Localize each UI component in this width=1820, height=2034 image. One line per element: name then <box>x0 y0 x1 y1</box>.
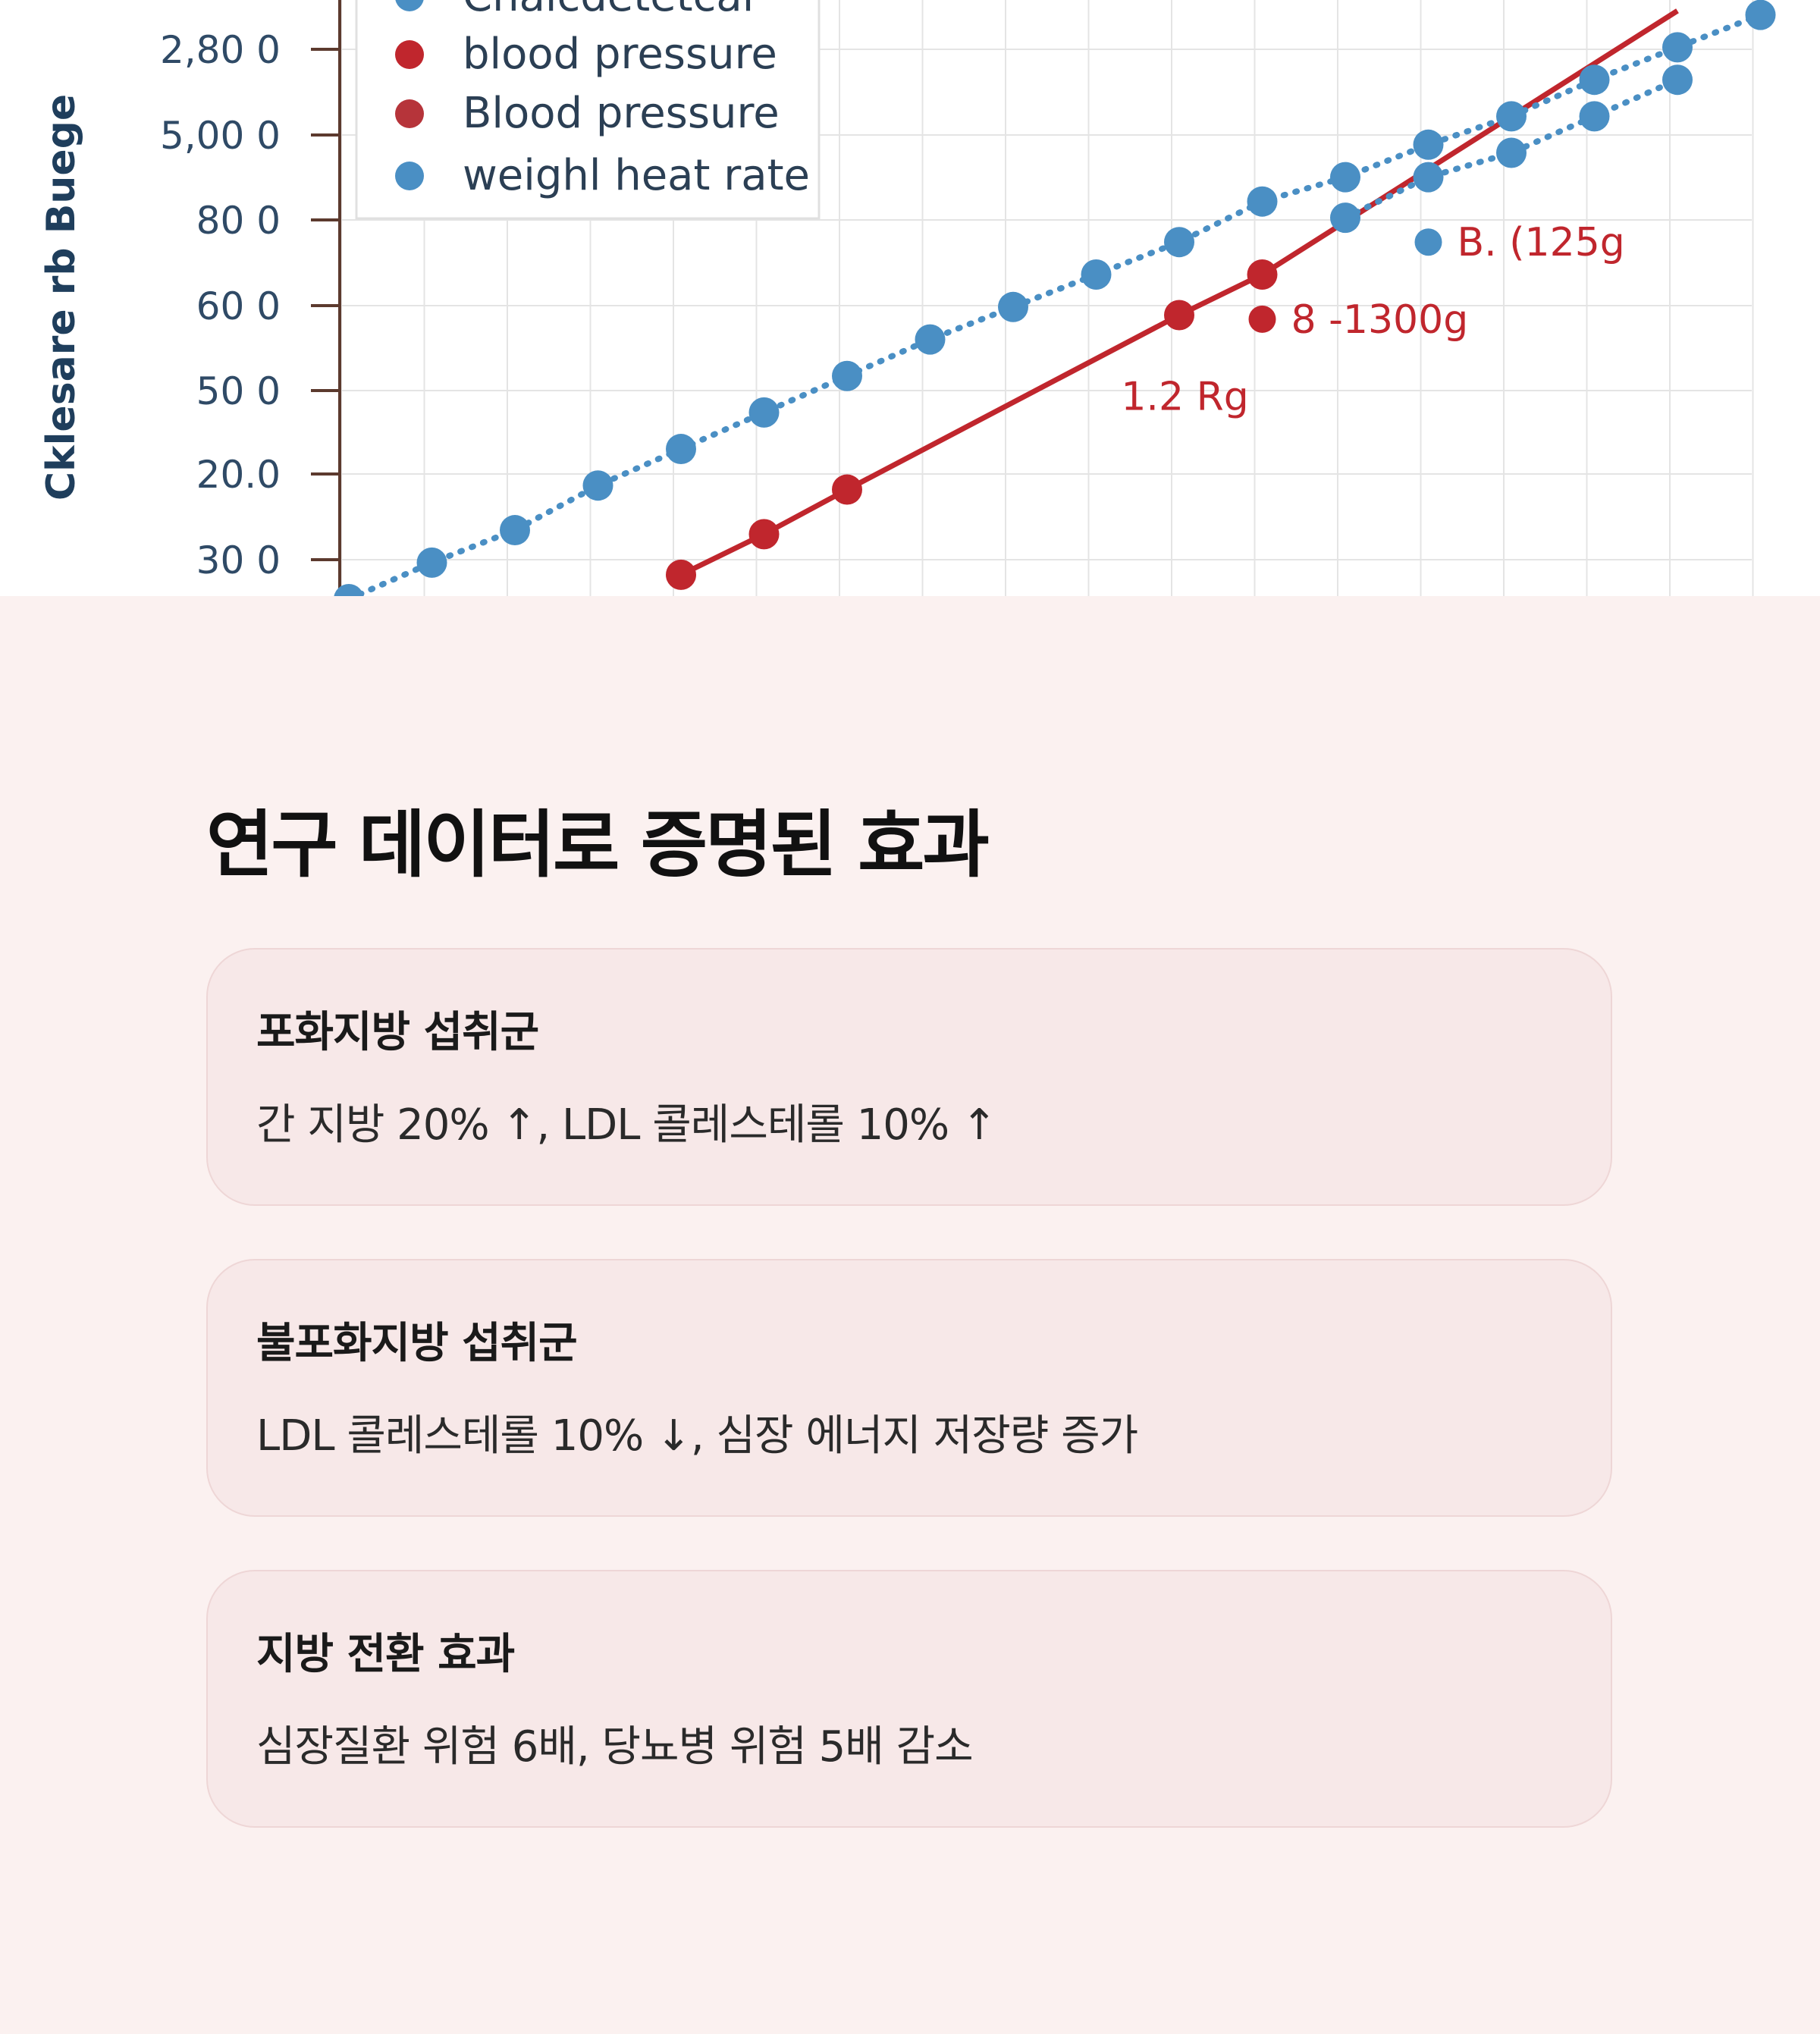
card-title: 불포화지방 섭취군 <box>256 1319 578 1368</box>
data-point-blue <box>1496 101 1527 132</box>
data-point-red <box>666 559 696 590</box>
annotation-marker <box>1414 228 1442 256</box>
y-tick-label: 80 0 <box>196 199 281 243</box>
annotation-marker <box>1248 305 1276 333</box>
y-tick-label: 2,80 0 <box>160 28 281 72</box>
legend-box <box>355 0 821 220</box>
data-point-blue <box>1413 162 1444 193</box>
data-point-blue <box>1579 101 1610 132</box>
data-point-blue <box>1247 186 1278 217</box>
card-unsaturated-fat: 불포화지방 섭취군 LDL 콜레스테롤 10% ↓, 심장 에너지 저장량 증가 <box>206 1259 1612 1517</box>
data-point-blue <box>998 291 1028 322</box>
annotation-label: B. (125g <box>1458 220 1625 265</box>
legend-marker <box>395 0 424 11</box>
data-point-red <box>832 474 862 505</box>
data-point-blue <box>1496 137 1527 168</box>
data-point-blue <box>1330 162 1360 193</box>
y-tick-label: 30 0 <box>196 538 281 582</box>
y-tick-label: 20.0 <box>196 453 281 497</box>
data-point-blue <box>915 324 946 355</box>
data-point-blue <box>416 547 447 578</box>
section-title: 연구 데이터로 증명된 효과 <box>206 802 990 887</box>
series-line-dotted <box>1342 77 1680 221</box>
chart-image: 2,80 0 5,00 0 80 0 60 0 50 0 20.0 30 0 Cklesare… <box>0 0 1820 596</box>
legend-label: Cnalcdetetcal <box>463 0 754 21</box>
data-point-blue <box>832 360 862 391</box>
y-tick-label: 60 0 <box>196 284 281 328</box>
legend-label: Blood pressure <box>463 89 780 138</box>
data-point-blue <box>500 515 530 546</box>
card-fat-conversion: 지방 전환 효과 심장질환 위험 6배, 당뇨병 위험 5배 감소 <box>206 1570 1612 1828</box>
card-body: LDL 콜레스테롤 10% ↓, 심장 에너지 저장량 증가 <box>256 1411 1138 1461</box>
card-body: 간 지방 20% ↑, LDL 콜레스테롤 10% ↑ <box>256 1100 997 1150</box>
data-point-red <box>1164 300 1194 331</box>
data-point-blue <box>1164 227 1194 258</box>
legend-marker <box>395 162 424 190</box>
annotation-label: 8 -1300g <box>1291 297 1469 343</box>
data-point-blue <box>1662 32 1693 63</box>
data-point-blue <box>1413 129 1444 160</box>
legend-marker <box>395 99 424 128</box>
legend-label: blood pressure <box>463 30 777 79</box>
card-title: 지방 전환 효과 <box>256 1630 515 1679</box>
data-point-red <box>1247 259 1278 290</box>
data-point-blue <box>1330 202 1360 234</box>
data-point-blue <box>666 434 696 465</box>
card-title: 포화지방 섭취군 <box>256 1008 539 1057</box>
data-point-red <box>748 519 780 550</box>
data-point-blue <box>1662 64 1693 96</box>
data-point-blue <box>748 397 780 428</box>
data-point-blue <box>582 470 613 501</box>
data-point-blue <box>1579 64 1610 96</box>
annotation-label: 1.2 Rg <box>1121 375 1248 420</box>
y-axis-title: Cklesare rb Buege <box>39 94 84 501</box>
data-point-blue <box>1081 259 1112 290</box>
y-tick-label: 5,00 0 <box>160 114 281 158</box>
series-line-blood-pressure <box>679 8 1679 578</box>
data-point-blue <box>334 584 364 596</box>
legend-marker <box>395 40 424 69</box>
y-tick-label: 50 0 <box>196 369 281 413</box>
card-saturated-fat: 포화지방 섭취군 간 지방 20% ↑, LDL 콜레스테롤 10% ↑ <box>206 948 1612 1206</box>
data-point-blue <box>1745 0 1776 30</box>
scatter-chart: 2,80 0 5,00 0 80 0 60 0 50 0 20.0 30 0 Cklesare… <box>39 0 1776 596</box>
legend-label: weighl heat rate <box>463 151 810 200</box>
card-body: 심장질환 위험 6배, 당뇨병 위험 5배 감소 <box>256 1722 974 1772</box>
